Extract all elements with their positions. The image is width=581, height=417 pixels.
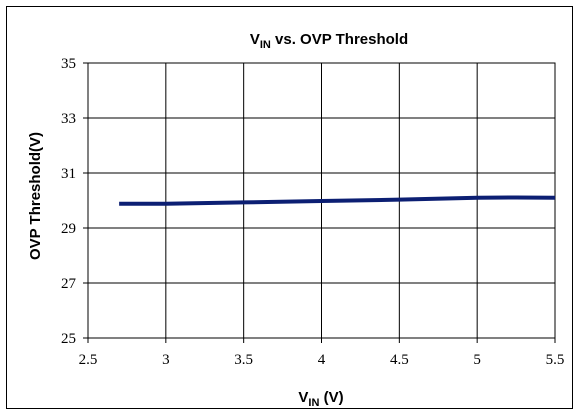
x-tick-label: 5.5 [546, 352, 565, 368]
x-tick-label: 4.5 [390, 352, 409, 368]
x-tick-label: 4 [318, 352, 326, 368]
x-tick-label: 5 [473, 352, 481, 368]
y-tick-label: 35 [61, 56, 76, 72]
y-tick-label: 25 [61, 331, 76, 347]
x-axis-label: VIN (V) [298, 389, 343, 409]
y-axis-label: OVP Threshold(V) [27, 132, 44, 260]
series-group [119, 195, 556, 206]
x-tick-labels: 2.5 3 3.5 4 4.5 5 5.5 [79, 352, 565, 368]
y-tick-label: 29 [61, 221, 76, 237]
y-tick-labels: 25 27 29 31 33 35 [61, 56, 77, 347]
y-tick-label: 31 [61, 166, 76, 182]
series-line [119, 195, 556, 206]
y-tick-label: 27 [61, 276, 77, 292]
x-tick-label: 2.5 [79, 352, 98, 368]
y-tick-label: 33 [61, 111, 76, 127]
plot-area [87, 62, 556, 339]
x-tick-label: 3 [162, 352, 170, 368]
chart-title: VIN vs. OVP Threshold [250, 31, 408, 51]
chart-frame [6, 6, 573, 409]
x-tick-label: 3.5 [234, 352, 253, 368]
